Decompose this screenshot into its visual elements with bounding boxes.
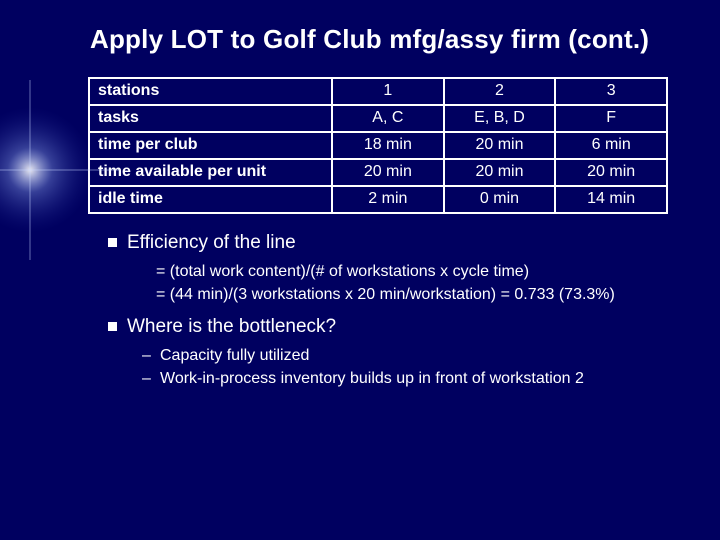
- bullet-list: Efficiency of the line = (total work con…: [108, 232, 670, 391]
- table-row: stations 1 2 3: [89, 78, 667, 105]
- cell: 20 min: [444, 159, 556, 186]
- row-label: time per club: [89, 132, 332, 159]
- cell: 3: [555, 78, 667, 105]
- formula-list: = (total work content)/(# of workstation…: [156, 260, 670, 306]
- cell: A, C: [332, 105, 444, 132]
- dash-list: Capacity fully utilized Work-in-process …: [144, 344, 670, 390]
- cell: 2 min: [332, 186, 444, 213]
- cell: 6 min: [555, 132, 667, 159]
- dash-item: Work-in-process inventory builds up in f…: [144, 367, 670, 390]
- row-label: stations: [89, 78, 332, 105]
- cell: E, B, D: [444, 105, 556, 132]
- cell: 0 min: [444, 186, 556, 213]
- dash-item: Capacity fully utilized: [144, 344, 670, 367]
- slide-title: Apply LOT to Golf Club mfg/assy firm (co…: [0, 0, 720, 63]
- cell: F: [555, 105, 667, 132]
- bullet-text: Efficiency of the line: [127, 232, 296, 253]
- bullet-text: Where is the bottleneck?: [127, 316, 336, 337]
- row-label: tasks: [89, 105, 332, 132]
- cell: 20 min: [444, 132, 556, 159]
- stations-table: stations 1 2 3 tasks A, C E, B, D F time…: [88, 77, 668, 214]
- table-row: tasks A, C E, B, D F: [89, 105, 667, 132]
- table-row: idle time 2 min 0 min 14 min: [89, 186, 667, 213]
- table-row: time per club 18 min 20 min 6 min: [89, 132, 667, 159]
- cell: 1: [332, 78, 444, 105]
- cell: 14 min: [555, 186, 667, 213]
- cell: 20 min: [555, 159, 667, 186]
- cell: 2: [444, 78, 556, 105]
- bullet-bottleneck: Where is the bottleneck? Capacity fully …: [108, 316, 670, 390]
- row-label: idle time: [89, 186, 332, 213]
- cell: 20 min: [332, 159, 444, 186]
- bullet-efficiency: Efficiency of the line = (total work con…: [108, 232, 670, 306]
- cell: 18 min: [332, 132, 444, 159]
- table-row: time available per unit 20 min 20 min 20…: [89, 159, 667, 186]
- formula-line: = (44 min)/(3 workstations x 20 min/work…: [156, 283, 670, 306]
- square-bullet-icon: [108, 238, 117, 247]
- formula-line: = (total work content)/(# of workstation…: [156, 260, 670, 283]
- square-bullet-icon: [108, 322, 117, 331]
- row-label: time available per unit: [89, 159, 332, 186]
